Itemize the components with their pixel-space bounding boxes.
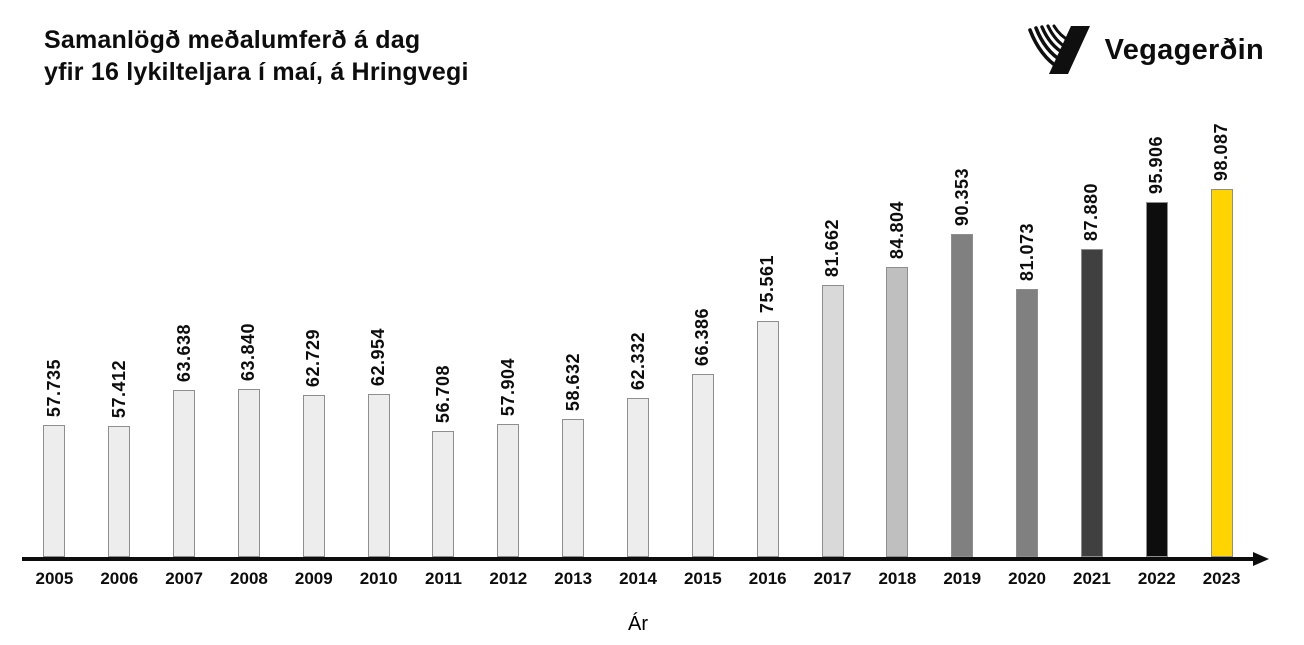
bar-group-2017: 81.662 (800, 219, 865, 557)
bar-group-2013: 58.632 (541, 353, 606, 557)
x-axis-arrow-icon (1253, 552, 1269, 566)
bar-group-2022: 95.906 (1124, 136, 1189, 557)
bar-2019 (951, 234, 974, 557)
x-tick-2021: 2021 (1073, 569, 1111, 588)
bar-chart: 57.735 57.412 63.638 63.840 62.729 62.954 56.7… (22, 123, 1269, 636)
bar-value-label: 75.561 (757, 254, 778, 313)
x-tick-2020: 2020 (1008, 569, 1046, 588)
bar-2015 (691, 374, 714, 557)
x-tick-2019: 2019 (943, 569, 982, 588)
bar-2012 (497, 424, 520, 557)
bar-2005 (43, 425, 66, 557)
x-tick-2007: 2007 (165, 569, 204, 588)
bar-value-label: 90.353 (951, 167, 972, 226)
bar-value-label: 81.662 (822, 218, 843, 277)
x-tick-2011: 2011 (425, 569, 462, 588)
bar-value-label: 58.632 (562, 352, 583, 411)
bar-value-label: 62.729 (303, 328, 324, 387)
bar-group-2010: 62.954 (346, 328, 411, 557)
x-tick-2017: 2017 (813, 569, 852, 588)
bar-value-label: 62.954 (368, 327, 389, 386)
bar-2011 (432, 431, 455, 557)
bar-group-2018: 84.804 (865, 201, 930, 557)
bar-group-2009: 62.729 (281, 329, 346, 557)
x-tick-2006: 2006 (100, 569, 139, 588)
x-tick-2013: 2013 (554, 569, 593, 588)
bar-2018 (886, 267, 909, 557)
bar-2022 (1145, 202, 1168, 557)
bar-2023 (1210, 189, 1233, 557)
bar-group-2014: 62.332 (606, 332, 671, 557)
bar-value-label: 63.840 (238, 322, 259, 381)
bar-group-2007: 63.638 (152, 324, 217, 557)
bar-group-2019: 90.353 (930, 168, 995, 557)
bar-group-2015: 66.386 (670, 308, 735, 557)
bar-group-2005: 57.735 (22, 359, 87, 557)
bar-2014 (627, 398, 650, 557)
x-tick-2022: 2022 (1137, 569, 1176, 588)
x-tick-2012: 2012 (489, 569, 528, 588)
bar-group-2012: 57.904 (476, 358, 541, 557)
bar-2016 (756, 321, 779, 557)
x-tick-2015: 2015 (683, 569, 722, 588)
logo-text: Vegagerðin (1104, 33, 1264, 66)
chart-title-line2: yfir 16 lykilteljara í maí, á Hringvegi (44, 58, 469, 86)
bar-2008 (237, 389, 260, 557)
x-tick-2010: 2010 (359, 569, 398, 588)
bar-value-label: 62.332 (627, 331, 648, 390)
bar-group-2021: 87.880 (1060, 183, 1125, 557)
bar-2017 (821, 285, 844, 557)
x-tick-2014: 2014 (619, 569, 657, 588)
chart-title: Samanlögð meðalumferð á dag yfir 16 lyki… (44, 24, 469, 88)
plot-area: 57.735 57.412 63.638 63.840 62.729 62.954 56.7… (22, 123, 1254, 557)
bar-2020 (1016, 289, 1039, 557)
vegagerdin-v-icon (1027, 24, 1090, 74)
bar-group-2016: 75.561 (735, 255, 800, 557)
bar-value-label: 98.087 (1211, 122, 1232, 181)
bar-group-2006: 57.412 (87, 360, 152, 557)
bar-group-2008: 63.840 (217, 323, 282, 557)
bar-2007 (173, 390, 196, 557)
bar-2021 (1080, 249, 1103, 557)
x-tick-2005: 2005 (35, 569, 74, 588)
bar-value-label: 95.906 (1146, 135, 1167, 194)
vegagerdin-logo: Vegagerðin (1027, 24, 1264, 76)
bar-value-label: 57.904 (497, 357, 518, 416)
header: Samanlögð meðalumferð á dag yfir 16 lyki… (44, 24, 1264, 88)
bar-value-label: 63.638 (173, 323, 194, 382)
bar-value-label: 84.804 (886, 200, 907, 259)
x-tick-2016: 2016 (748, 569, 787, 588)
bar-2013 (562, 419, 585, 557)
bar-value-label: 66.386 (692, 307, 713, 366)
bar-value-label: 81.073 (1016, 222, 1037, 281)
chart-title-line1: Samanlögð meðalumferð á dag (44, 26, 421, 54)
bar-2009 (302, 395, 325, 557)
bar-value-label: 57.735 (43, 358, 64, 417)
bar-2006 (108, 426, 131, 557)
x-axis-line (22, 552, 1269, 566)
bar-group-2023: 98.087 (1189, 123, 1254, 557)
x-axis-title: Ár (628, 613, 648, 635)
bar-group-2011: 56.708 (411, 365, 476, 557)
bar-value-label: 57.412 (108, 359, 129, 418)
bar-2010 (367, 394, 390, 557)
x-axis-tick-labels: 2005 2006 2007 2008 2009 2010 2011 2012 2013 2014… (22, 569, 1254, 589)
x-tick-2018: 2018 (878, 569, 917, 588)
bar-value-label: 87.880 (1081, 182, 1102, 241)
x-tick-2023: 2023 (1202, 569, 1241, 588)
x-tick-2009: 2009 (294, 569, 333, 588)
bar-value-label: 56.708 (432, 364, 453, 423)
x-tick-2008: 2008 (230, 569, 268, 588)
bar-group-2020: 81.073 (995, 223, 1060, 557)
